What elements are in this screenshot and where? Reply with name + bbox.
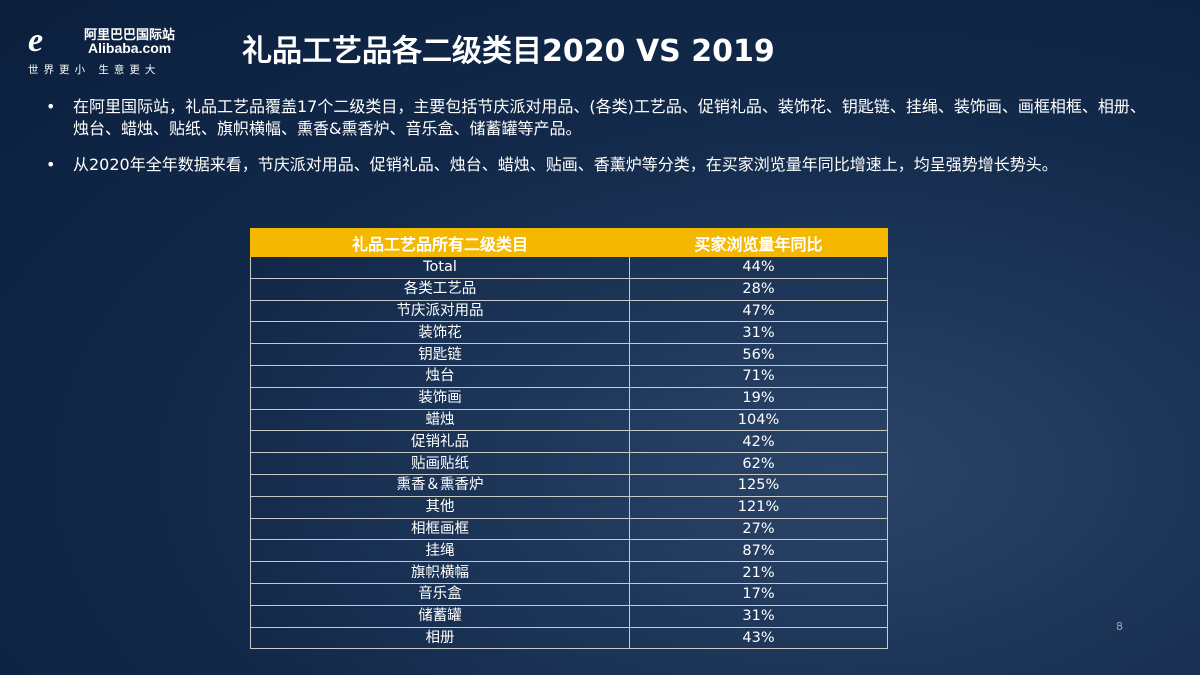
category-cell: 音乐盒 xyxy=(250,582,630,606)
yoy-cell: 87% xyxy=(629,539,888,563)
category-cell: 储蓄罐 xyxy=(250,604,630,628)
category-cell: 贴画贴纸 xyxy=(250,452,630,475)
page-number: 8 xyxy=(1116,620,1123,633)
yoy-cell: 71% xyxy=(629,364,888,388)
category-cell: 促销礼品 xyxy=(250,430,630,454)
yoy-cell: 28% xyxy=(629,277,888,301)
yoy-cell: 21% xyxy=(629,561,888,584)
bullet-text: 在阿里国际站，礼品工艺品覆盖17个二级类目，主要包括节庆派对用品、(各类)工艺品… xyxy=(73,97,1146,138)
category-cell: 蜡烛 xyxy=(250,408,630,432)
yoy-cell: 44% xyxy=(629,256,888,279)
table-row: 蜡烛 104% xyxy=(250,408,888,432)
yoy-cell: 56% xyxy=(629,343,888,366)
category-cell: 各类工艺品 xyxy=(250,277,630,301)
alibaba-logo-icon: e xyxy=(28,22,44,59)
bullet-1: • 在阿里国际站，礼品工艺品覆盖17个二级类目，主要包括节庆派对用品、(各类)工艺… xyxy=(46,96,1156,140)
bullet-2: • 从2020年全年数据来看，节庆派对用品、促销礼品、烛台、蜡烛、贴画、香薰炉等分… xyxy=(46,154,1156,176)
category-cell: Total xyxy=(250,256,630,279)
category-cell: 装饰画 xyxy=(250,386,630,410)
category-cell: 熏香＆熏香炉 xyxy=(250,473,630,497)
header-category: 礼品工艺品所有二级类目 xyxy=(250,228,630,257)
table-row: 旗帜横幅 21% xyxy=(250,561,888,584)
table-row: 促销礼品 42% xyxy=(250,430,888,454)
table-row: 相框画框 27% xyxy=(250,517,888,541)
table-row: 挂绳 87% xyxy=(250,539,888,563)
table-row: 烛台 71% xyxy=(250,364,888,388)
table-row: Total 44% xyxy=(250,256,888,279)
category-cell: 装饰花 xyxy=(250,321,630,345)
table-header: 礼品工艺品所有二级类目 买家浏览量年同比 xyxy=(250,228,888,257)
header-yoy: 买家浏览量年同比 xyxy=(629,228,888,257)
table-row: 贴画贴纸 62% xyxy=(250,452,888,475)
yoy-cell: 19% xyxy=(629,386,888,410)
table-row: 其他 121% xyxy=(250,495,888,519)
yoy-cell: 47% xyxy=(629,299,888,323)
yoy-cell: 42% xyxy=(629,430,888,454)
yoy-cell: 31% xyxy=(629,321,888,345)
table-row: 熏香＆熏香炉 125% xyxy=(250,473,888,497)
category-cell: 旗帜横幅 xyxy=(250,561,630,584)
table-row: 装饰画 19% xyxy=(250,386,888,410)
category-cell: 相册 xyxy=(250,626,630,650)
yoy-cell: 43% xyxy=(629,626,888,650)
table-row: 钥匙链 56% xyxy=(250,343,888,366)
category-cell: 节庆派对用品 xyxy=(250,299,630,323)
yoy-cell: 104% xyxy=(629,408,888,432)
table-row: 节庆派对用品 47% xyxy=(250,299,888,323)
bullet-dot: • xyxy=(46,97,56,116)
yoy-cell: 125% xyxy=(629,473,888,497)
category-cell: 烛台 xyxy=(250,364,630,388)
category-cell: 相框画框 xyxy=(250,517,630,541)
table-row: 音乐盒 17% xyxy=(250,582,888,606)
category-table: 礼品工艺品所有二级类目 买家浏览量年同比 Total 44% 各类工艺品 28% 节庆派… xyxy=(250,228,888,650)
logo-cn: 阿里巴巴国际站 xyxy=(84,28,176,43)
slide-title: 礼品工艺品各二级类目2020 VS 2019 xyxy=(242,34,775,69)
category-cell: 挂绳 xyxy=(250,539,630,563)
yoy-cell: 27% xyxy=(629,517,888,541)
bullet-text: 从2020年全年数据来看，节庆派对用品、促销礼品、烛台、蜡烛、贴画、香薰炉等分类… xyxy=(73,155,1058,174)
category-cell: 其他 xyxy=(250,495,630,519)
table-row: 相册 43% xyxy=(250,626,888,650)
logo-slogan: 世界更小 生意更大 xyxy=(28,64,161,76)
bullet-dot: • xyxy=(46,155,56,174)
yoy-cell: 121% xyxy=(629,495,888,519)
yoy-cell: 17% xyxy=(629,582,888,606)
table-row: 储蓄罐 31% xyxy=(250,604,888,628)
yoy-cell: 62% xyxy=(629,452,888,475)
category-cell: 钥匙链 xyxy=(250,343,630,366)
yoy-cell: 31% xyxy=(629,604,888,628)
table-row: 装饰花 31% xyxy=(250,321,888,345)
table-row: 各类工艺品 28% xyxy=(250,277,888,301)
logo-en: Alibaba.com xyxy=(88,40,172,56)
alibaba-logo: e 阿里巴巴国际站 Alibaba.com 世界更小 生意更大 xyxy=(26,18,206,82)
